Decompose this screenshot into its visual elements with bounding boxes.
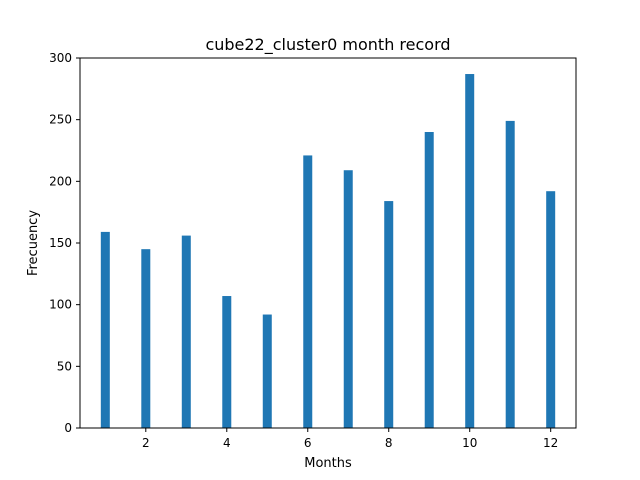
x-tick-label: 2 xyxy=(142,436,150,450)
bar-month-12 xyxy=(546,191,556,428)
y-tick-label: 50 xyxy=(57,359,72,373)
y-tick-label: 200 xyxy=(49,174,72,188)
x-tick-label: 6 xyxy=(304,436,312,450)
bar-month-3 xyxy=(181,235,191,428)
bar-month-2 xyxy=(141,249,151,428)
y-tick-label: 0 xyxy=(64,421,72,435)
bar-month-1 xyxy=(100,231,110,428)
y-axis-label: Frecuency xyxy=(26,210,41,276)
bar-month-7 xyxy=(343,170,353,429)
x-tick-label: 10 xyxy=(462,436,477,450)
x-tick-label: 12 xyxy=(543,436,558,450)
bar-month-8 xyxy=(384,201,394,428)
chart-title: cube22_cluster0 month record xyxy=(205,35,450,55)
x-axis-ticks: 2 4 6 8 10 12 xyxy=(142,428,558,450)
x-tick-label: 8 xyxy=(385,436,393,450)
y-axis-ticks: 0 50 100 150 200 250 300 xyxy=(49,51,80,435)
bars-group xyxy=(100,74,556,429)
bar-month-11 xyxy=(505,120,515,429)
x-axis-label: Months xyxy=(304,456,352,471)
bar-month-10 xyxy=(465,74,475,428)
bar-month-6 xyxy=(303,155,313,428)
y-tick-label: 250 xyxy=(49,113,72,127)
y-tick-label: 150 xyxy=(49,236,72,250)
plot-area-frame xyxy=(79,57,577,429)
bar-month-5 xyxy=(262,314,272,428)
bar-month-4 xyxy=(222,296,232,428)
y-tick-label: 100 xyxy=(49,298,72,312)
bar-month-9 xyxy=(424,132,434,428)
x-tick-label: 4 xyxy=(223,436,231,450)
y-tick-label: 300 xyxy=(49,51,72,65)
